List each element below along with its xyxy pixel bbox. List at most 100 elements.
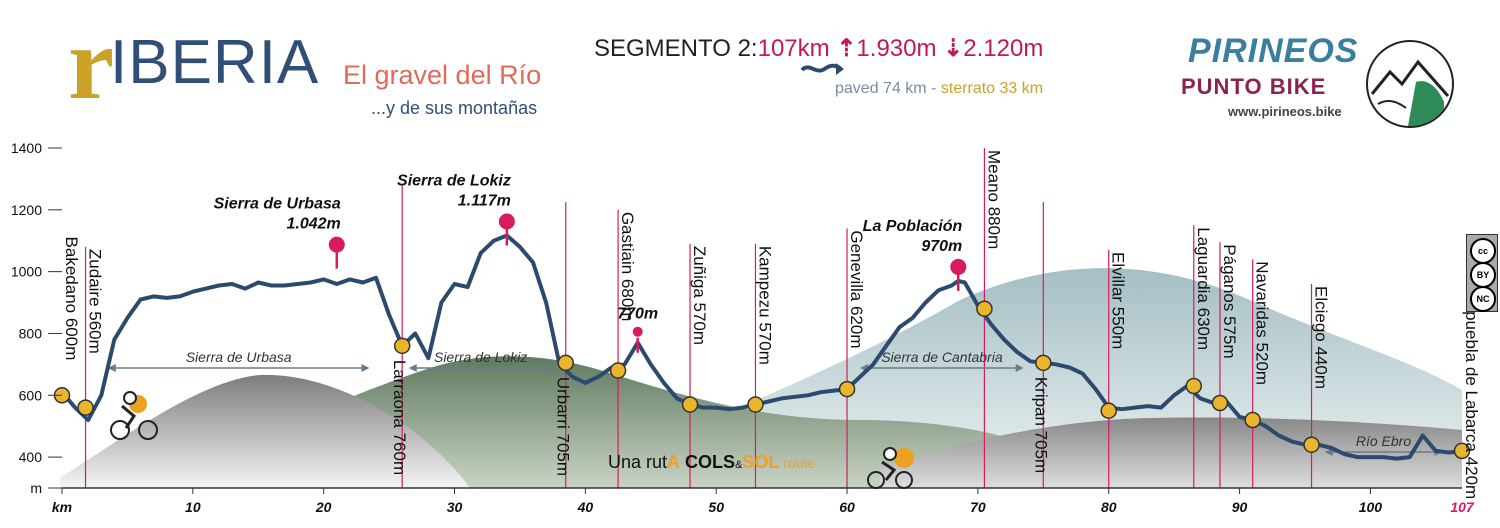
y-tick-label: 1000: [11, 264, 42, 280]
range-arrow-head: [1324, 448, 1333, 456]
route-badge: Una rutA COLS&SOL route: [608, 452, 815, 473]
x-tick-label: 10: [185, 499, 201, 515]
route-squiggle-icon: [800, 63, 844, 75]
x-tick-label: 80: [1101, 499, 1117, 515]
range-label: Sierra de Urbasa: [186, 349, 292, 365]
x-tick-label: 20: [315, 499, 332, 515]
y-tick-label: 1200: [11, 202, 42, 218]
waypoint-label: Larraona 760m: [390, 360, 409, 475]
waypoint-dot: [1244, 411, 1261, 429]
summit-elevation-label: 1.042m: [287, 216, 341, 233]
waypoint-label: Navaridas 520m: [1253, 261, 1272, 385]
route-amp: &: [735, 459, 743, 471]
y-tick-label: 800: [19, 325, 43, 341]
route-sol: SOL: [742, 452, 780, 472]
brand-r-letter: r: [68, 6, 115, 121]
route-a: A: [667, 452, 681, 472]
waypoint-label: Kripan 705m: [1031, 377, 1050, 473]
range-arrow-head: [408, 364, 417, 372]
y-tick-label: 1400: [11, 140, 42, 156]
x-tick-label: 30: [447, 499, 463, 515]
x-tick-label: 60: [839, 499, 855, 515]
route-suffix: route: [779, 455, 816, 471]
range-arrow-head: [107, 364, 116, 372]
sterrato-text: sterrato 33 km: [940, 80, 1044, 97]
waypoint-dot: [976, 300, 993, 317]
range-label: Río Ebro: [1356, 433, 1411, 449]
waypoint-dot: [747, 396, 764, 413]
waypoint-label: Zuñiga 570m: [690, 246, 709, 345]
mountain-gray-right-shape: [880, 417, 1462, 488]
waypoint-dot: [1303, 436, 1320, 453]
x-tick-label: km: [52, 499, 72, 515]
license-nc: NC: [1470, 286, 1496, 312]
range-label: Sierra de Cantabria: [881, 349, 1003, 365]
x-tick-label: 90: [1232, 499, 1248, 515]
y-tick-label: 400: [19, 449, 43, 465]
waypoint-dot: [838, 380, 856, 398]
summit-name-label: Sierra de Lokiz: [397, 172, 511, 189]
paved-text: paved 74 km: [835, 80, 927, 97]
ascent-icon: ⇡: [836, 35, 857, 62]
summit-marker: [950, 258, 967, 275]
waypoint-dot: [681, 396, 699, 413]
segment-ascent: 1.930m: [856, 35, 937, 62]
waypoint-dot: [1453, 442, 1471, 460]
waypoint-label: Páganos 575m: [1220, 244, 1239, 358]
waypoint-label: Elciego 440m: [1312, 286, 1331, 389]
mountain-gray-shape: [60, 374, 470, 488]
waypoint-label: Meano 880m: [984, 150, 1003, 249]
segment-distance: 107km: [757, 35, 830, 62]
waypoint-dot: [1035, 354, 1052, 372]
sponsor-logo-icon: [1366, 40, 1454, 128]
route-cols: COLS: [685, 452, 736, 472]
sponsor-url[interactable]: www.pirineos.bike: [1228, 104, 1342, 119]
surface-summary: paved 74 km - sterrato 33 km: [835, 80, 1043, 98]
route-prefix: Una rut: [608, 452, 668, 472]
y-tick-label: 600: [19, 387, 43, 403]
x-end-label: 107: [1450, 499, 1475, 515]
waypoint-dot: [393, 337, 411, 355]
segment-descent: 2.120m: [963, 35, 1044, 62]
waypoint-label: Genevilla 620m: [847, 230, 866, 348]
waypoint-dot: [1100, 402, 1117, 419]
x-tick-label: 70: [970, 499, 986, 515]
summit-elevation-label: 1.117m: [458, 192, 511, 209]
summit-elevation-label: 970m: [921, 238, 962, 255]
waypoint-label: Gastiain 680m: [618, 212, 637, 322]
waypoint-label: Elvillar 550m: [1109, 252, 1128, 349]
summit-marker: [498, 213, 515, 230]
x-tick-label: 40: [577, 499, 594, 515]
summit-elevation-label: 770m: [617, 306, 658, 323]
waypoint-label: Lapuebla de Labarca 420m: [1462, 292, 1481, 499]
range-arrow-head: [1015, 364, 1024, 372]
waypoint-dot: [557, 354, 574, 372]
license-badge: cc BY NC: [1466, 234, 1498, 312]
waypoint-dot: [609, 362, 627, 379]
sponsor-sub: PUNTO BIKE: [1181, 74, 1327, 99]
waypoint-dot: [1185, 377, 1203, 395]
range-arrow-head: [544, 364, 553, 372]
summit-marker: [328, 236, 345, 253]
cyclist-icon: [110, 391, 158, 440]
segment-summary: SEGMENTO 2:107km ⇡1.930m ⇣2.120m: [594, 34, 1043, 63]
range-arrow-head: [361, 364, 370, 372]
x-tick-label: 50: [708, 499, 724, 515]
summit-marker: [632, 326, 643, 337]
license-cc: cc: [1470, 238, 1496, 264]
waypoint-label: Urbarri 705m: [554, 377, 573, 476]
surface-separator: -: [926, 80, 941, 97]
range-label: Sierra de Lokiz: [434, 349, 527, 365]
brand-title: IBERIA: [110, 28, 320, 97]
segment-label: SEGMENTO 2:: [594, 35, 758, 62]
summit-name-label: La Población: [863, 218, 963, 235]
x-tick-label: 100: [1359, 499, 1383, 515]
cyclist-sun-icon: [867, 447, 914, 489]
waypoint-label: Zudaire 560m: [86, 249, 105, 354]
brand-tagline: El gravel del Río: [343, 60, 542, 90]
waypoint-label: Kampezu 570m: [755, 246, 774, 365]
brand-subline: ...y de sus montañas: [371, 98, 538, 118]
license-by: BY: [1470, 262, 1496, 288]
waypoint-label: Laguardia 630m: [1194, 227, 1213, 350]
